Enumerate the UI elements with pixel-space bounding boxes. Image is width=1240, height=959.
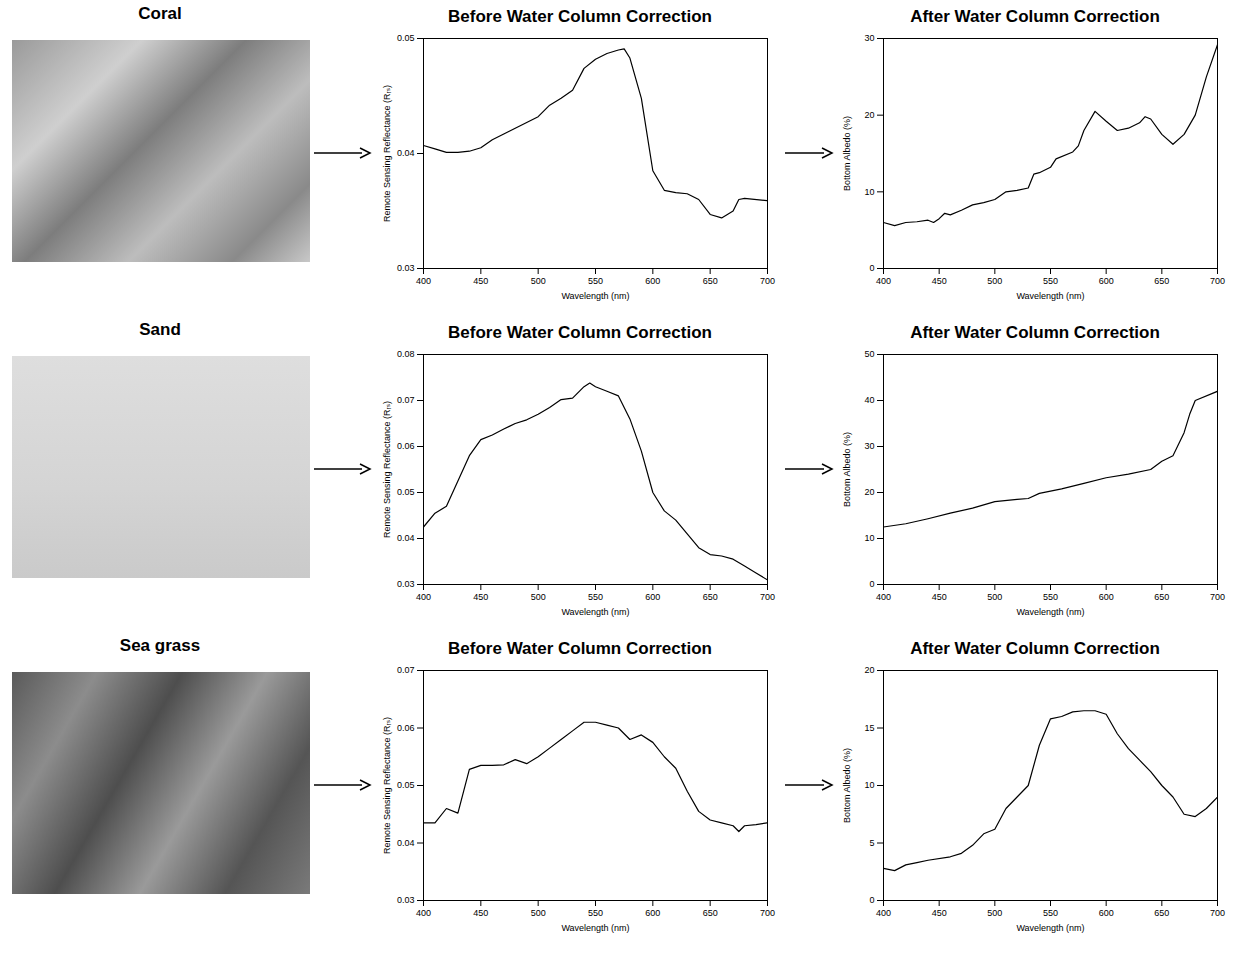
svg-text:Wavelength (nm): Wavelength (nm) (561, 291, 629, 301)
svg-text:600: 600 (1099, 276, 1114, 286)
svg-text:Wavelength (nm): Wavelength (nm) (1016, 607, 1084, 617)
svg-text:400: 400 (416, 592, 431, 602)
svg-text:450: 450 (473, 908, 488, 918)
svg-text:400: 400 (876, 908, 891, 918)
svg-text:0.07: 0.07 (397, 665, 415, 675)
svg-text:450: 450 (932, 592, 947, 602)
svg-text:Wavelength (nm): Wavelength (nm) (1016, 291, 1084, 301)
html-text:After Water Column Correction: After Water Column Correction (910, 639, 1160, 658)
svg-text:Bottom Albedo (%): Bottom Albedo (%) (842, 432, 852, 507)
svg-text:600: 600 (645, 908, 660, 918)
svg-text:10: 10 (864, 187, 874, 197)
html-text:Before Water Column Correction: Before Water Column Correction (448, 639, 712, 658)
html-text:Sand: Sand (139, 320, 181, 339)
svg-text:600: 600 (1099, 908, 1114, 918)
svg-text:400: 400 (876, 276, 891, 286)
svg-text:Bottom Albedo (%): Bottom Albedo (%) (842, 116, 852, 191)
svg-text:450: 450 (473, 276, 488, 286)
svg-text:650: 650 (1154, 908, 1169, 918)
svg-text:700: 700 (760, 908, 775, 918)
html-text:Sea grass: Sea grass (119, 636, 201, 655)
html-text:Before Water Column Correction: Before Water Column Correction (448, 7, 712, 26)
svg-text:0.04: 0.04 (397, 533, 415, 543)
svg-text:15: 15 (864, 723, 874, 733)
svg-text:500: 500 (987, 908, 1002, 918)
svg-text:550: 550 (1043, 592, 1058, 602)
svg-text:500: 500 (987, 592, 1002, 602)
svg-text:700: 700 (760, 276, 775, 286)
svg-text:20: 20 (864, 487, 874, 497)
svg-text:500: 500 (531, 592, 546, 602)
svg-text:550: 550 (1043, 908, 1058, 918)
svg-text:0.06: 0.06 (397, 441, 415, 451)
svg-text:0: 0 (869, 263, 874, 273)
svg-text:650: 650 (703, 276, 718, 286)
svg-text:30: 30 (864, 33, 874, 43)
svg-text:650: 650 (703, 908, 718, 918)
svg-text:500: 500 (531, 908, 546, 918)
svg-text:50: 50 (864, 349, 874, 359)
svg-text:0.08: 0.08 (397, 349, 415, 359)
svg-text:0.03: 0.03 (397, 579, 415, 589)
svg-text:450: 450 (473, 592, 488, 602)
html-text:Coral: Coral (138, 4, 182, 23)
svg-text:0: 0 (869, 895, 874, 905)
svg-text:700: 700 (1210, 592, 1225, 602)
svg-text:550: 550 (588, 592, 603, 602)
svg-text:0.04: 0.04 (397, 148, 415, 158)
svg-text:500: 500 (987, 276, 1002, 286)
svg-text:550: 550 (588, 908, 603, 918)
svg-text:0.05: 0.05 (397, 33, 415, 43)
svg-text:30: 30 (864, 441, 874, 451)
svg-text:400: 400 (416, 276, 431, 286)
svg-text:700: 700 (1210, 908, 1225, 918)
svg-text:600: 600 (645, 592, 660, 602)
svg-text:550: 550 (588, 276, 603, 286)
svg-text:Remote Sensing Reflectance (Rᵣ: Remote Sensing Reflectance (Rᵣₛ) (382, 401, 392, 538)
svg-text:400: 400 (416, 908, 431, 918)
svg-text:650: 650 (1154, 592, 1169, 602)
svg-text:0.05: 0.05 (397, 487, 415, 497)
svg-text:Wavelength (nm): Wavelength (nm) (561, 607, 629, 617)
html-text:After Water Column Correction: After Water Column Correction (910, 7, 1160, 26)
svg-text:650: 650 (703, 592, 718, 602)
svg-text:0.03: 0.03 (397, 263, 415, 273)
svg-text:20: 20 (864, 110, 874, 120)
svg-text:Wavelength (nm): Wavelength (nm) (561, 923, 629, 933)
svg-text:0: 0 (869, 579, 874, 589)
svg-text:600: 600 (1099, 592, 1114, 602)
svg-text:0.06: 0.06 (397, 723, 415, 733)
svg-text:650: 650 (1154, 276, 1169, 286)
svg-text:Remote Sensing Reflectance (Rᵣ: Remote Sensing Reflectance (Rᵣₛ) (382, 85, 392, 222)
svg-text:700: 700 (1210, 276, 1225, 286)
svg-text:5: 5 (869, 838, 874, 848)
svg-text:10: 10 (864, 780, 874, 790)
svg-text:600: 600 (645, 276, 660, 286)
svg-text:0.07: 0.07 (397, 395, 415, 405)
svg-text:450: 450 (932, 908, 947, 918)
html-text:Before Water Column Correction: Before Water Column Correction (448, 323, 712, 342)
svg-text:400: 400 (876, 592, 891, 602)
svg-text:Remote Sensing Reflectance (Rᵣ: Remote Sensing Reflectance (Rᵣₛ) (382, 717, 392, 854)
svg-text:0.03: 0.03 (397, 895, 415, 905)
svg-text:Wavelength (nm): Wavelength (nm) (1016, 923, 1084, 933)
svg-text:0.05: 0.05 (397, 780, 415, 790)
svg-text:20: 20 (864, 665, 874, 675)
svg-text:40: 40 (864, 395, 874, 405)
svg-text:0.04: 0.04 (397, 838, 415, 848)
svg-text:Bottom Albedo (%): Bottom Albedo (%) (842, 748, 852, 823)
svg-text:700: 700 (760, 592, 775, 602)
html-text:After Water Column Correction: After Water Column Correction (910, 323, 1160, 342)
svg-text:450: 450 (932, 276, 947, 286)
svg-text:550: 550 (1043, 276, 1058, 286)
svg-text:500: 500 (531, 276, 546, 286)
svg-text:10: 10 (864, 533, 874, 543)
